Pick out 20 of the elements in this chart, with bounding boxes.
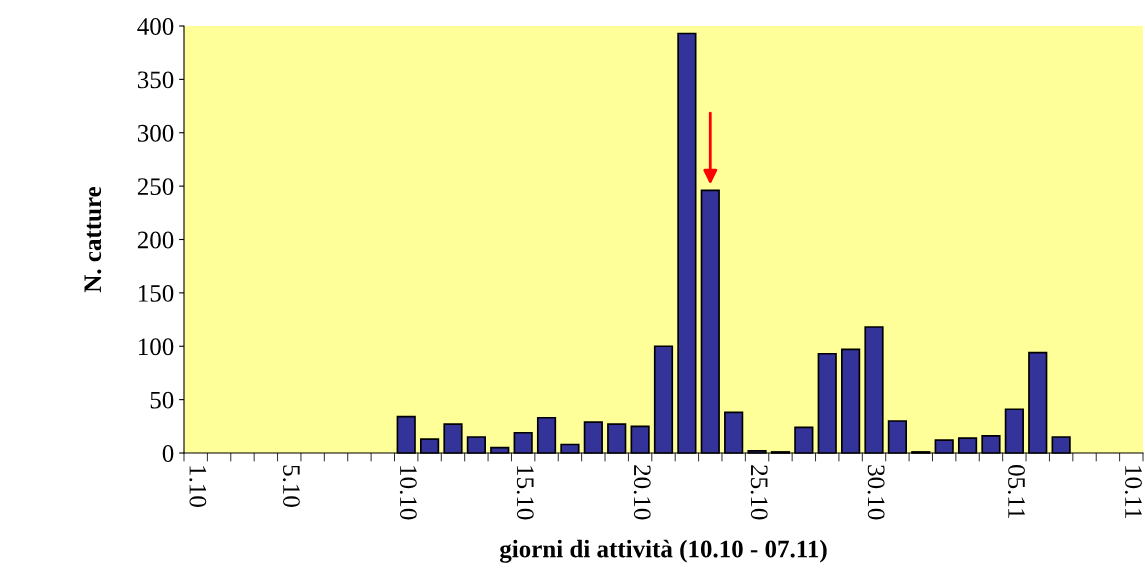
y-tick-label: 50 (150, 391, 174, 409)
x-tick-label: 15.10 (516, 466, 534, 520)
x-tick-label: 10.10 (399, 466, 417, 520)
x-axis-title: giorni di attività (10.10 - 07.11) (499, 539, 827, 563)
x-tick-label: 10.11 (1124, 466, 1142, 518)
y-tick-label: 300 (137, 124, 174, 142)
y-tick-label: 0 (162, 445, 174, 462)
y-axis-title: N. catture (84, 186, 102, 293)
y-tick-label: 350 (137, 71, 174, 89)
y-tick-label: 200 (137, 231, 174, 249)
x-tick-label: 30.10 (867, 465, 885, 520)
y-tick-label: 150 (138, 284, 174, 302)
x-tick-label: 25.10 (750, 465, 768, 520)
x-tick-label: 5.10 (282, 465, 300, 507)
y-tick-label: 250 (137, 178, 174, 196)
x-tick-label: 05.11 (1007, 465, 1025, 518)
y-tick-label: 100 (138, 338, 174, 356)
y-tick-label: 400 (137, 18, 174, 35)
x-tick-label: 1.10 (189, 466, 207, 507)
x-tick-label: 20.10 (633, 465, 651, 520)
